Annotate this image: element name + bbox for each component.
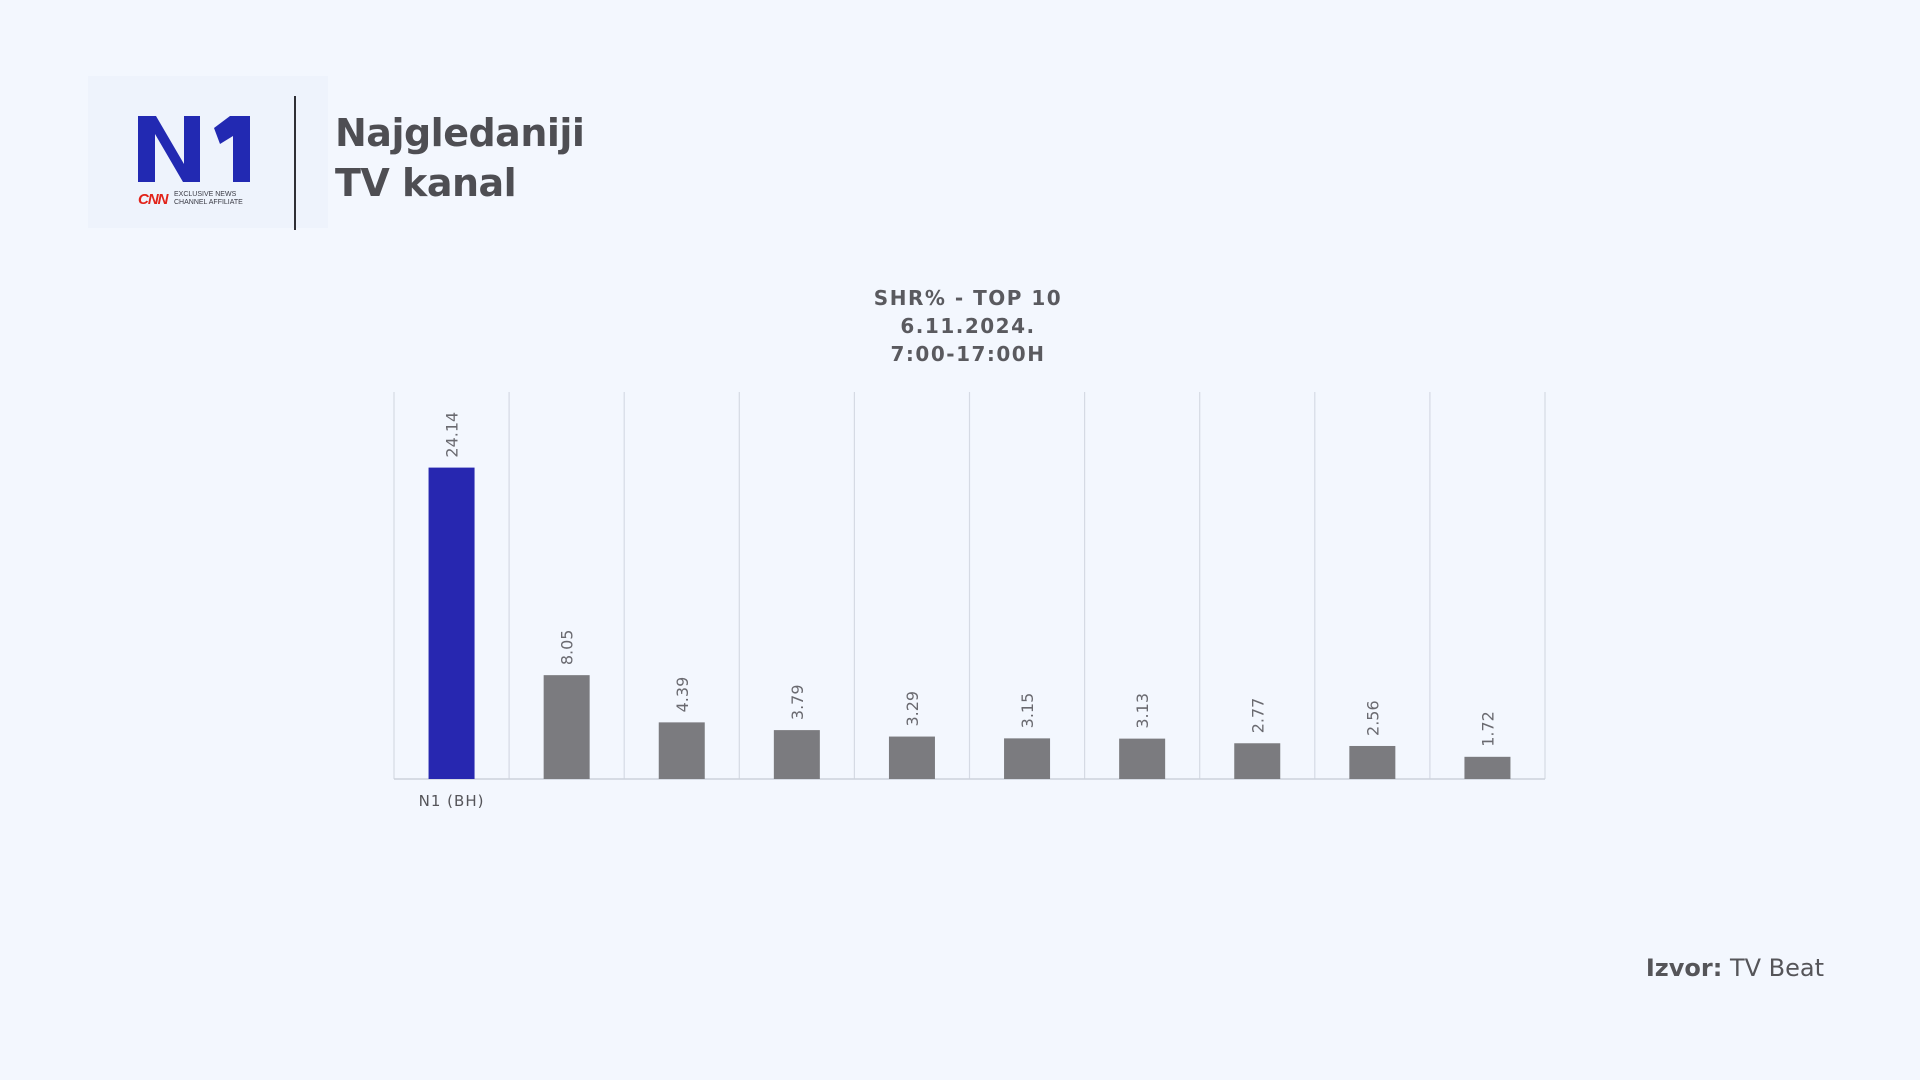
page-title: Najgledaniji TV kanal: [335, 108, 585, 208]
data-label: 3.29: [903, 691, 922, 727]
bar: [1119, 738, 1166, 779]
data-label: 3.79: [788, 684, 807, 720]
bar: [428, 467, 475, 779]
page-title-line1: Najgledaniji: [335, 111, 585, 155]
data-label: 4.39: [673, 677, 692, 713]
bar: [543, 675, 590, 779]
data-label: 2.77: [1248, 698, 1267, 734]
bar: [1004, 738, 1051, 779]
logo-tagline-line2: CHANNEL AFFILIATE: [174, 199, 243, 206]
data-label: 3.13: [1133, 693, 1152, 729]
chart-title-line3: 7:00-17:00H: [890, 342, 1046, 366]
header-divider: [294, 96, 296, 230]
n1-logo-graphic: CNN EXCLUSIVE NEWS CHANNEL AFFILIATE: [138, 116, 250, 208]
page-title-line2: TV kanal: [335, 161, 517, 205]
bar: [773, 730, 820, 779]
chart-title: SHR% - TOP 10 6.11.2024. 7:00-17:00H: [768, 284, 1168, 368]
source-label: Izvor:: [1645, 954, 1723, 982]
chart-title-line2: 6.11.2024.: [900, 314, 1036, 338]
data-label: 8.05: [558, 630, 577, 666]
bar: [888, 736, 935, 779]
chart-title-line1: SHR% - TOP 10: [873, 286, 1063, 310]
n1-logo: CNN EXCLUSIVE NEWS CHANNEL AFFILIATE: [88, 76, 328, 228]
n1-logo-one-glyph: [214, 116, 250, 182]
data-label: 24.14: [443, 412, 462, 458]
n1-logo-n-glyph: [138, 116, 200, 182]
bar: [1464, 756, 1511, 779]
bar: [658, 722, 705, 779]
cnn-wordmark: CNN: [138, 191, 170, 208]
bar: [1349, 745, 1396, 779]
source-note: Izvor: TV Beat: [1646, 954, 1824, 982]
source-value: TV Beat: [1729, 954, 1824, 982]
x-tick-label: N1 (BH): [419, 792, 485, 810]
data-label: 1.72: [1478, 711, 1497, 747]
data-label: 2.56: [1363, 700, 1382, 736]
logo-tagline-line1: EXCLUSIVE NEWS: [174, 191, 237, 198]
data-label: 3.15: [1018, 693, 1037, 729]
bar: [1234, 743, 1281, 779]
